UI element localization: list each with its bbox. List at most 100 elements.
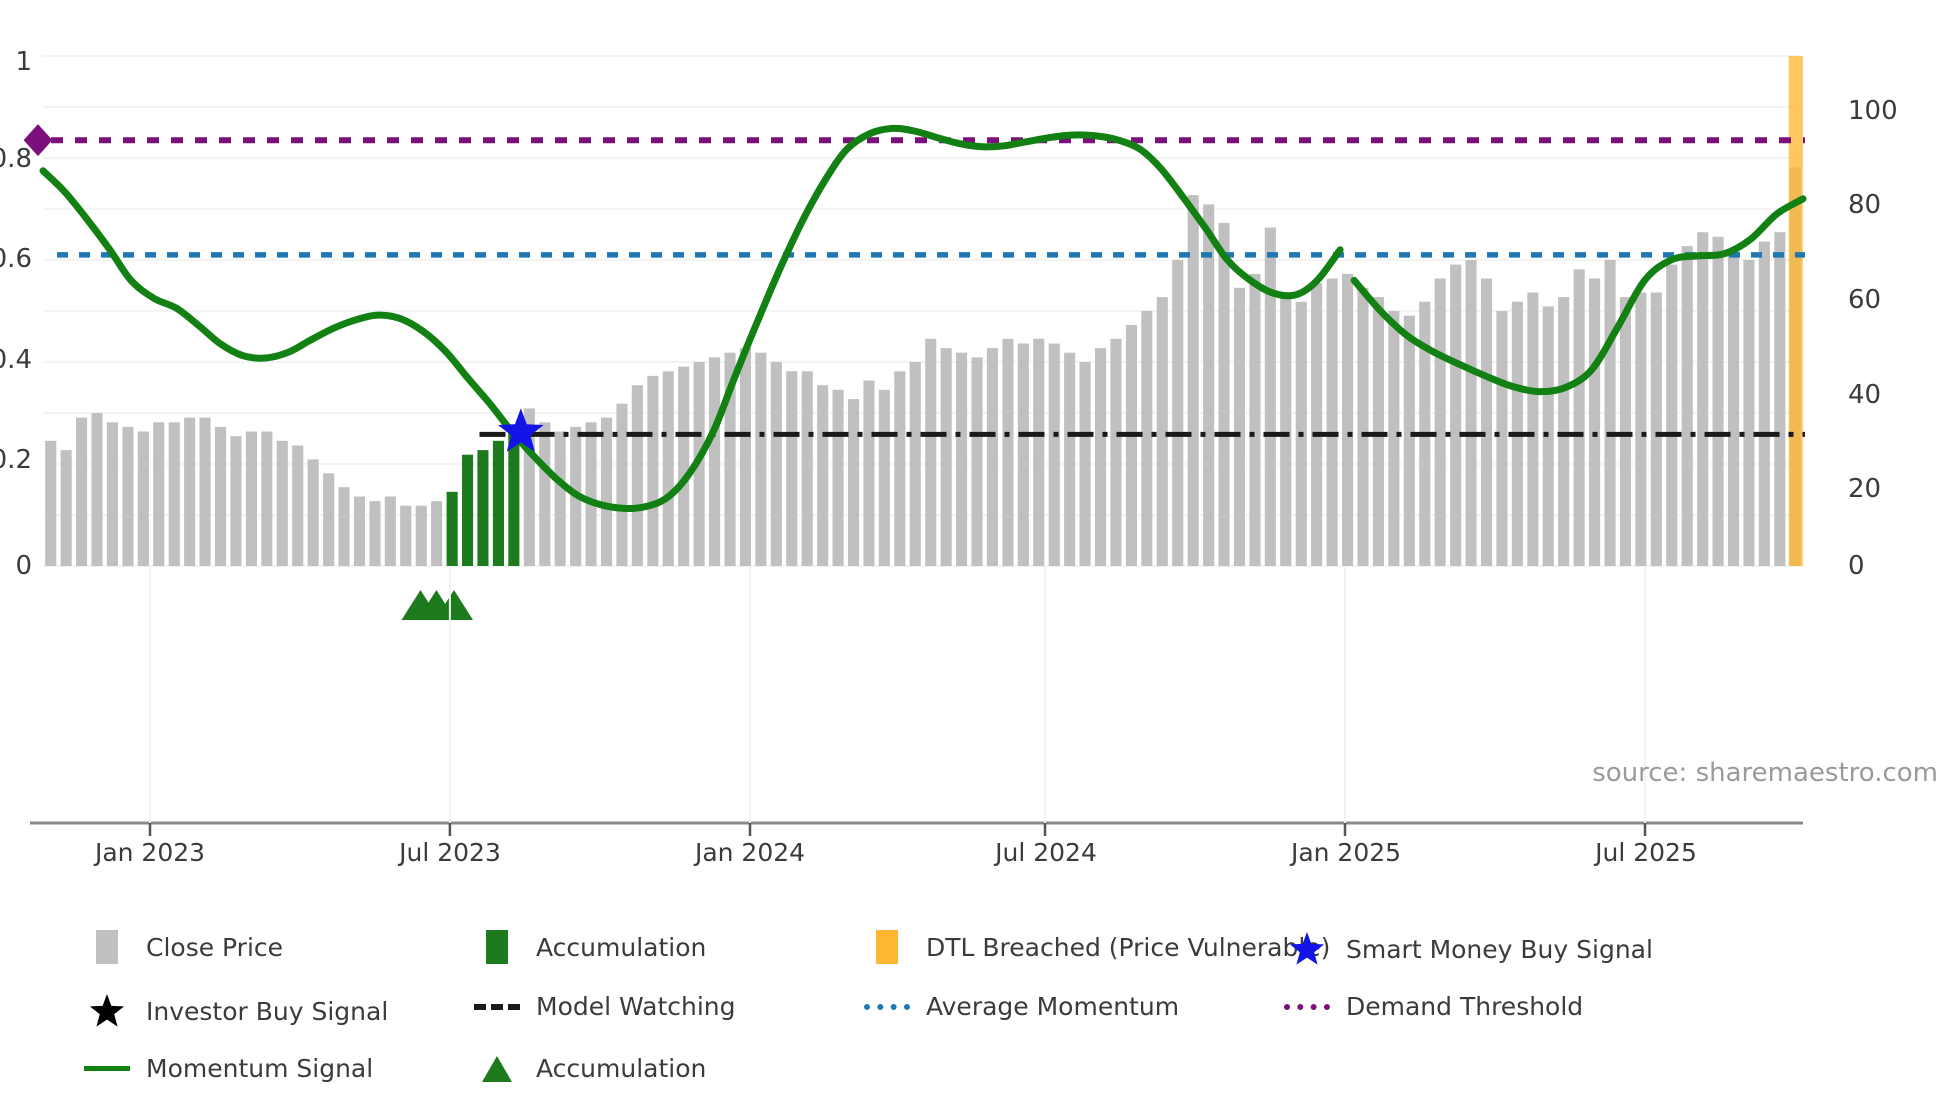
close-price-bar bbox=[1450, 264, 1462, 566]
legend-item-label: Accumulation bbox=[536, 1054, 707, 1083]
legend-item-label: DTL Breached (Price Vulnerable) bbox=[926, 932, 1331, 962]
legend-item-demand-threshold[interactable]: Demand Threshold bbox=[1284, 992, 1583, 1021]
close-price-bar bbox=[1403, 315, 1415, 566]
close-price-bar bbox=[1095, 348, 1107, 566]
close-price-bar bbox=[122, 426, 134, 566]
close-price-bar bbox=[338, 487, 350, 566]
close-price-bar bbox=[647, 375, 659, 566]
close-price-bar bbox=[137, 431, 149, 566]
close-price-bar bbox=[848, 399, 860, 566]
y-axis-left-tick: 0.2 bbox=[0, 445, 32, 475]
close-price-bar bbox=[585, 422, 597, 566]
legend-item-dtl-breached[interactable]: DTL Breached (Price Vulnerable) bbox=[864, 930, 1330, 964]
star-icon bbox=[89, 994, 125, 1027]
close-price-bar bbox=[1589, 278, 1601, 566]
legend-swatch-icon bbox=[474, 930, 520, 964]
close-price-bar bbox=[894, 371, 906, 566]
close-price-bar bbox=[1619, 297, 1631, 566]
close-price-bar bbox=[986, 348, 998, 566]
close-price-bar bbox=[215, 426, 227, 566]
legend-item-accumulation-triangle[interactable]: Accumulation bbox=[474, 1054, 706, 1083]
legend-triangle-icon bbox=[474, 1055, 520, 1082]
close-price-bar bbox=[1635, 292, 1647, 566]
legend-item-accumulation-bar[interactable]: Accumulation bbox=[474, 930, 706, 964]
close-price-bar bbox=[909, 362, 921, 566]
close-price-bar bbox=[1280, 297, 1292, 566]
close-price-bar bbox=[878, 389, 890, 566]
x-axis-tick: Jan 2023 bbox=[94, 838, 206, 867]
legend-item-close-price[interactable]: Close Price bbox=[84, 930, 283, 964]
dotted-line-icon bbox=[864, 1003, 910, 1010]
close-price-bar bbox=[1326, 278, 1338, 566]
legend-item-average-momentum[interactable]: Average Momentum bbox=[864, 992, 1179, 1021]
legend-item-label: Model Watching bbox=[536, 992, 736, 1021]
close-price-bar bbox=[415, 505, 427, 566]
close-price-bar bbox=[1048, 343, 1060, 566]
close-price-bar bbox=[230, 436, 242, 566]
close-price-bar bbox=[1141, 311, 1153, 566]
close-price-bar bbox=[1728, 250, 1740, 566]
legend-dash-icon bbox=[474, 1003, 520, 1010]
y-axis-right-tick: 0 bbox=[1848, 551, 1865, 581]
close-price-bar bbox=[369, 501, 381, 566]
close-price-bar bbox=[45, 440, 57, 566]
legend-item-label: Demand Threshold bbox=[1346, 992, 1584, 1021]
close-price-bar bbox=[1249, 273, 1261, 566]
x-axis-tick: Jul 2025 bbox=[1595, 838, 1697, 867]
close-price-bar bbox=[1481, 278, 1493, 566]
close-price-bar bbox=[199, 417, 211, 566]
close-price-bar bbox=[678, 366, 690, 566]
legend-item-model-watching[interactable]: Model Watching bbox=[474, 992, 736, 1021]
close-price-bar bbox=[384, 496, 396, 566]
legend-item-smart-money-buy-signal[interactable]: Smart Money Buy Signal bbox=[1284, 930, 1653, 968]
momentum-signal-line-tail bbox=[1350, 195, 1807, 396]
close-price-bar bbox=[1712, 236, 1724, 567]
close-price-bar bbox=[1465, 260, 1477, 566]
close-price-bar bbox=[1172, 260, 1184, 566]
close-price-bar bbox=[1357, 287, 1369, 566]
triangle-icon bbox=[482, 1055, 512, 1082]
legend-item-label: Investor Buy Signal bbox=[146, 996, 389, 1026]
close-price-bar bbox=[184, 417, 196, 566]
close-price-bar bbox=[1064, 352, 1076, 566]
close-price-bar bbox=[276, 440, 288, 566]
smart-money-buy-signal-star bbox=[498, 408, 544, 452]
close-price-bar bbox=[1311, 283, 1323, 566]
close-price-bar bbox=[1604, 260, 1616, 566]
legend-row: Investor Buy Signal Model Watching Average… bbox=[84, 961, 1934, 1027]
close-price-bar bbox=[1203, 204, 1215, 566]
y-axis-right-tick: 40 bbox=[1848, 380, 1882, 410]
close-price-bar bbox=[863, 380, 875, 566]
legend-item-momentum-signal[interactable]: Momentum Signal bbox=[84, 1054, 373, 1083]
dashed-line-icon bbox=[474, 1003, 520, 1010]
close-price-bar bbox=[1434, 278, 1446, 566]
close-price-bar bbox=[106, 422, 118, 566]
legend-item-investor-buy-signal[interactable]: Investor Buy Signal bbox=[84, 992, 388, 1030]
y-axis-left-tick: 0.8 bbox=[0, 144, 32, 174]
legend-dot-icon bbox=[1284, 1003, 1330, 1010]
close-price-bar bbox=[1342, 273, 1354, 566]
y-axis-left-tick: 1 bbox=[15, 47, 32, 77]
y-axis-right-tick: 60 bbox=[1848, 285, 1882, 315]
close-price-bar bbox=[1697, 232, 1709, 566]
legend-dot-icon bbox=[864, 1003, 910, 1010]
legend-item-label: Smart Money Buy Signal bbox=[1346, 934, 1653, 964]
close-price-bar bbox=[770, 362, 782, 566]
close-price-bar bbox=[801, 371, 813, 566]
close-price-bar bbox=[1743, 260, 1755, 566]
chart-legend: Close Price Accumulation DTL Breached (Pri… bbox=[84, 930, 1934, 1083]
y-axis-left-tick: 0 bbox=[15, 551, 32, 581]
close-price-bar bbox=[1666, 264, 1678, 566]
close-price-bar bbox=[786, 371, 798, 566]
legend-item-label: Average Momentum bbox=[926, 992, 1180, 1021]
legend-swatch-icon bbox=[864, 930, 910, 964]
dtl-breached-band bbox=[1788, 56, 1803, 566]
line-icon bbox=[84, 1066, 130, 1071]
legend-row: Close Price Accumulation DTL Breached (Pri… bbox=[84, 930, 1934, 965]
close-price-bar bbox=[1573, 269, 1585, 566]
close-price-bar bbox=[168, 422, 180, 566]
legend-star-icon bbox=[1284, 930, 1330, 968]
close-price-bar bbox=[1233, 287, 1245, 566]
close-price-bar bbox=[431, 501, 443, 566]
